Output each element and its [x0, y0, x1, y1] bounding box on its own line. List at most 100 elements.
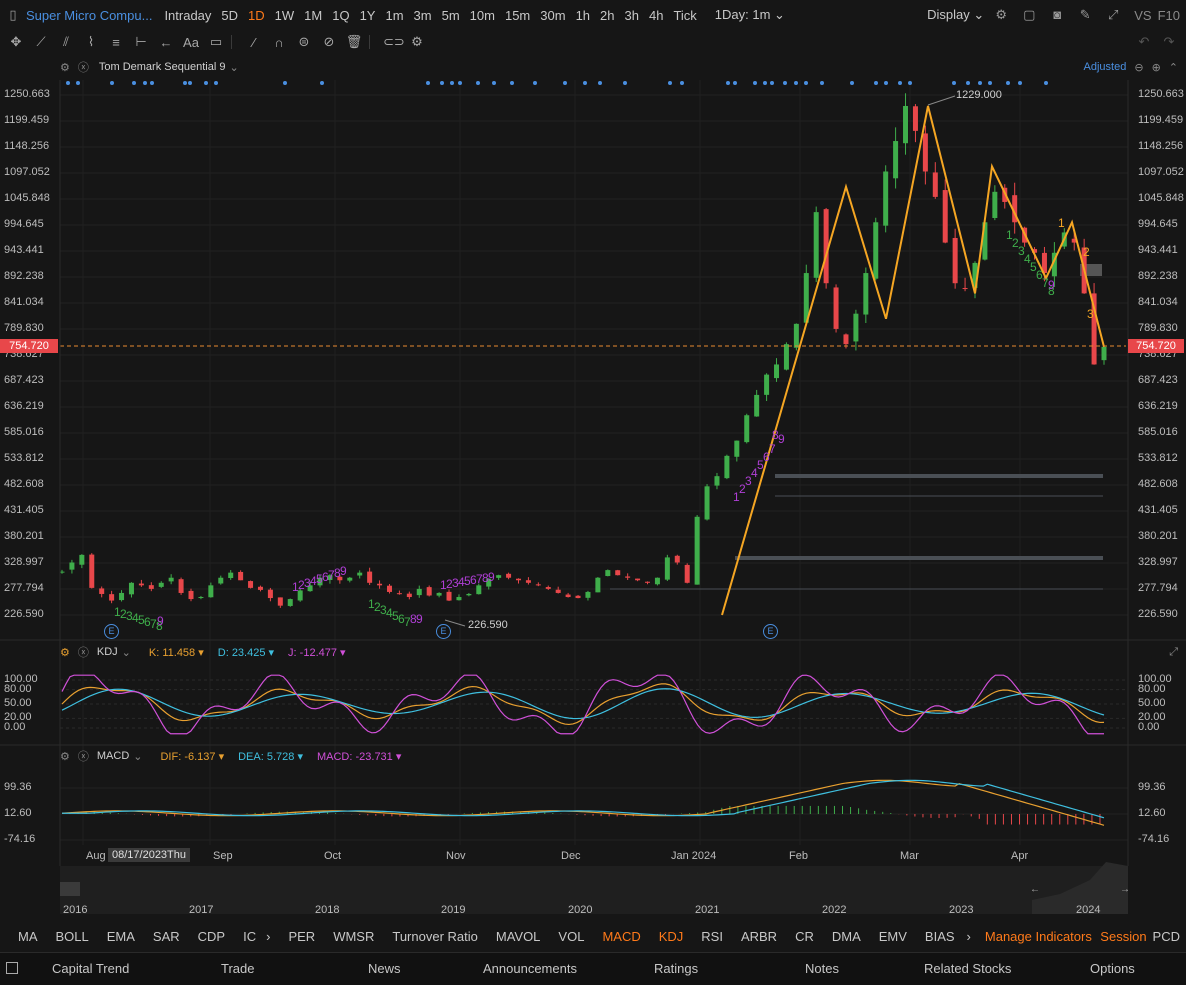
navigator-right-arrow-icon[interactable]: →: [1120, 884, 1130, 895]
interval-select[interactable]: 1Day: 1m ⌄: [714, 7, 785, 22]
bottom-nav-announcements[interactable]: Announcements: [483, 961, 577, 976]
indicator-tab-emv[interactable]: EMV: [878, 928, 907, 944]
macd-close-icon[interactable]: ⓧ: [77, 751, 89, 763]
indicator-tab-bias[interactable]: BIAS: [924, 928, 955, 944]
macd-name[interactable]: MACD: [96, 750, 130, 762]
timeframe-1m[interactable]: 1m: [385, 7, 404, 23]
kdj-expand-icon[interactable]: ⤢: [1169, 645, 1178, 658]
timeframe-1d[interactable]: 1D: [248, 7, 265, 23]
eraser-icon[interactable]: ∕: [252, 34, 256, 50]
earnings-marker[interactable]: E: [763, 624, 778, 639]
indicator-name[interactable]: Tom Demark Sequential 9: [98, 61, 226, 73]
manage-indicators-button[interactable]: Manage Indicators: [984, 928, 1092, 944]
timeframe-10m[interactable]: 10m: [469, 7, 495, 23]
macd-settings-icon[interactable]: ⚙: [60, 750, 70, 763]
bottom-nav-options[interactable]: Options: [1090, 961, 1135, 976]
indicator-tab-kdj[interactable]: KDJ: [658, 928, 684, 944]
fibonacci-icon[interactable]: ≡: [112, 34, 120, 50]
indicator-close-icon[interactable]: ⓧ: [77, 62, 89, 74]
comment-icon[interactable]: ▭: [209, 34, 223, 49]
f10-button[interactable]: F10: [1157, 7, 1180, 23]
indicator-tab-boll[interactable]: BOLL: [55, 928, 89, 944]
timeframe-1m[interactable]: 1M: [304, 7, 323, 23]
timeframe-5m[interactable]: 5m: [441, 7, 460, 23]
kdj-d-value[interactable]: D: 23.425 ▾: [217, 646, 275, 659]
kdj-settings-icon[interactable]: ⚙: [60, 646, 70, 659]
indicator-tab-arbr[interactable]: ARBR: [740, 928, 778, 944]
navigator-left-arrow-icon[interactable]: ←: [1030, 884, 1040, 895]
text-icon[interactable]: Aa: [183, 34, 199, 50]
pen-icon[interactable]: ✎: [1079, 7, 1091, 22]
kdj-k-value[interactable]: K: 11.458 ▾: [148, 646, 204, 659]
indicator-tab-macd[interactable]: MACD: [602, 928, 641, 944]
vs-button[interactable]: VS: [1134, 7, 1152, 23]
indicator-tab-per[interactable]: PER: [288, 928, 316, 944]
timeframe-1w[interactable]: 1W: [274, 7, 295, 23]
trendline-icon[interactable]: ⟋: [36, 34, 46, 49]
macd-dif-value[interactable]: DIF: -6.137 ▾: [160, 750, 225, 763]
kdj-j-value[interactable]: J: -12.477 ▾: [288, 646, 346, 659]
sidebar-toggle-icon[interactable]: ▯: [9, 7, 17, 22]
camera-icon[interactable]: ◙: [1053, 7, 1062, 22]
timeframe-tick[interactable]: Tick: [673, 7, 697, 23]
macd-dea-value[interactable]: DEA: 5.728 ▾: [238, 750, 303, 763]
timeframe-3h[interactable]: 3h: [624, 7, 639, 23]
panel-toggle-icon[interactable]: [6, 962, 18, 974]
undo-icon[interactable]: ↶: [1138, 34, 1150, 49]
channel-icon[interactable]: ⫽: [63, 34, 69, 49]
timeframe-1y[interactable]: 1Y: [359, 7, 376, 23]
timeframe-4h[interactable]: 4h: [648, 7, 664, 23]
navigator-left-handle[interactable]: [60, 882, 80, 896]
timeframe-5d[interactable]: 5D: [221, 7, 239, 23]
lock-icon[interactable]: ⊜: [298, 34, 310, 49]
layout-icon[interactable]: ▢: [1023, 7, 1036, 22]
indicator-settings-icon[interactable]: ⚙: [60, 61, 70, 74]
fullscreen-icon[interactable]: ⤢: [1108, 7, 1119, 22]
kdj-dropdown-icon[interactable]: ⌄: [121, 646, 131, 659]
link-icon[interactable]: ⊂⊃: [383, 34, 405, 49]
wave-icon[interactable]: ⌇: [87, 34, 95, 49]
zoom-in-icon[interactable]: ⊕: [1151, 61, 1161, 74]
indicator-tab-cr[interactable]: CR: [795, 928, 814, 944]
kdj-close-icon[interactable]: ⓧ: [77, 647, 89, 659]
indicator-tab-ma[interactable]: MA: [18, 928, 38, 944]
more-indicators-arrow-icon[interactable]: ›: [966, 928, 971, 944]
move-crosshair-icon[interactable]: ✥: [10, 34, 22, 49]
indicator-tab-vol[interactable]: VOL: [558, 928, 585, 944]
timeframe-15m[interactable]: 15m: [504, 7, 531, 23]
indicator-tab-wmsr[interactable]: WMSR: [333, 928, 375, 944]
magnet-icon[interactable]: ∩: [274, 34, 284, 50]
scroll-tabs-arrow-icon[interactable]: ›: [266, 928, 271, 944]
bottom-nav-news[interactable]: News: [368, 961, 401, 976]
measure-icon[interactable]: ⊢: [135, 34, 147, 49]
bottom-nav-capital-trend[interactable]: Capital Trend: [52, 961, 130, 976]
macd-hist-value[interactable]: MACD: -23.731 ▾: [316, 750, 402, 763]
indicator-dropdown-icon[interactable]: ⌄: [229, 61, 239, 74]
indicator-tab-mavol[interactable]: MAVOL: [495, 928, 541, 944]
timeframe-1h[interactable]: 1h: [575, 7, 591, 23]
redo-icon[interactable]: ↷: [1163, 34, 1175, 49]
bottom-nav-notes[interactable]: Notes: [805, 961, 839, 976]
timeframe-2h[interactable]: 2h: [600, 7, 615, 23]
trash-icon[interactable]: 🗑: [345, 34, 363, 49]
earnings-marker[interactable]: E: [104, 624, 119, 639]
adjusted-label[interactable]: Adjusted: [1083, 61, 1127, 73]
pcd-button[interactable]: PCD: [1152, 928, 1180, 944]
indicator-tab-turnover-ratio[interactable]: Turnover Ratio: [392, 928, 478, 944]
indicator-tab-cdp[interactable]: CDP: [197, 928, 226, 944]
timeframe-intraday[interactable]: Intraday: [164, 7, 212, 23]
bottom-nav-related-stocks[interactable]: Related Stocks: [924, 961, 1012, 976]
settings-gear-icon[interactable]: ⚙: [995, 7, 1008, 22]
bottom-nav-ratings[interactable]: Ratings: [654, 961, 699, 976]
timeframe-3m[interactable]: 3m: [413, 7, 432, 23]
macd-dropdown-icon[interactable]: ⌄: [133, 750, 143, 763]
overview-navigator[interactable]: [60, 866, 1128, 914]
zoom-out-icon[interactable]: ⊖: [1134, 61, 1144, 74]
toolbar-settings-icon[interactable]: ⚙: [411, 34, 423, 49]
session-button[interactable]: Session: [1100, 928, 1147, 944]
indicator-tab-rsi[interactable]: RSI: [701, 928, 723, 944]
collapse-icon[interactable]: ⌃: [1168, 61, 1178, 74]
timeframe-1q[interactable]: 1Q: [332, 7, 350, 23]
display-dropdown[interactable]: Display ⌄: [927, 7, 985, 22]
